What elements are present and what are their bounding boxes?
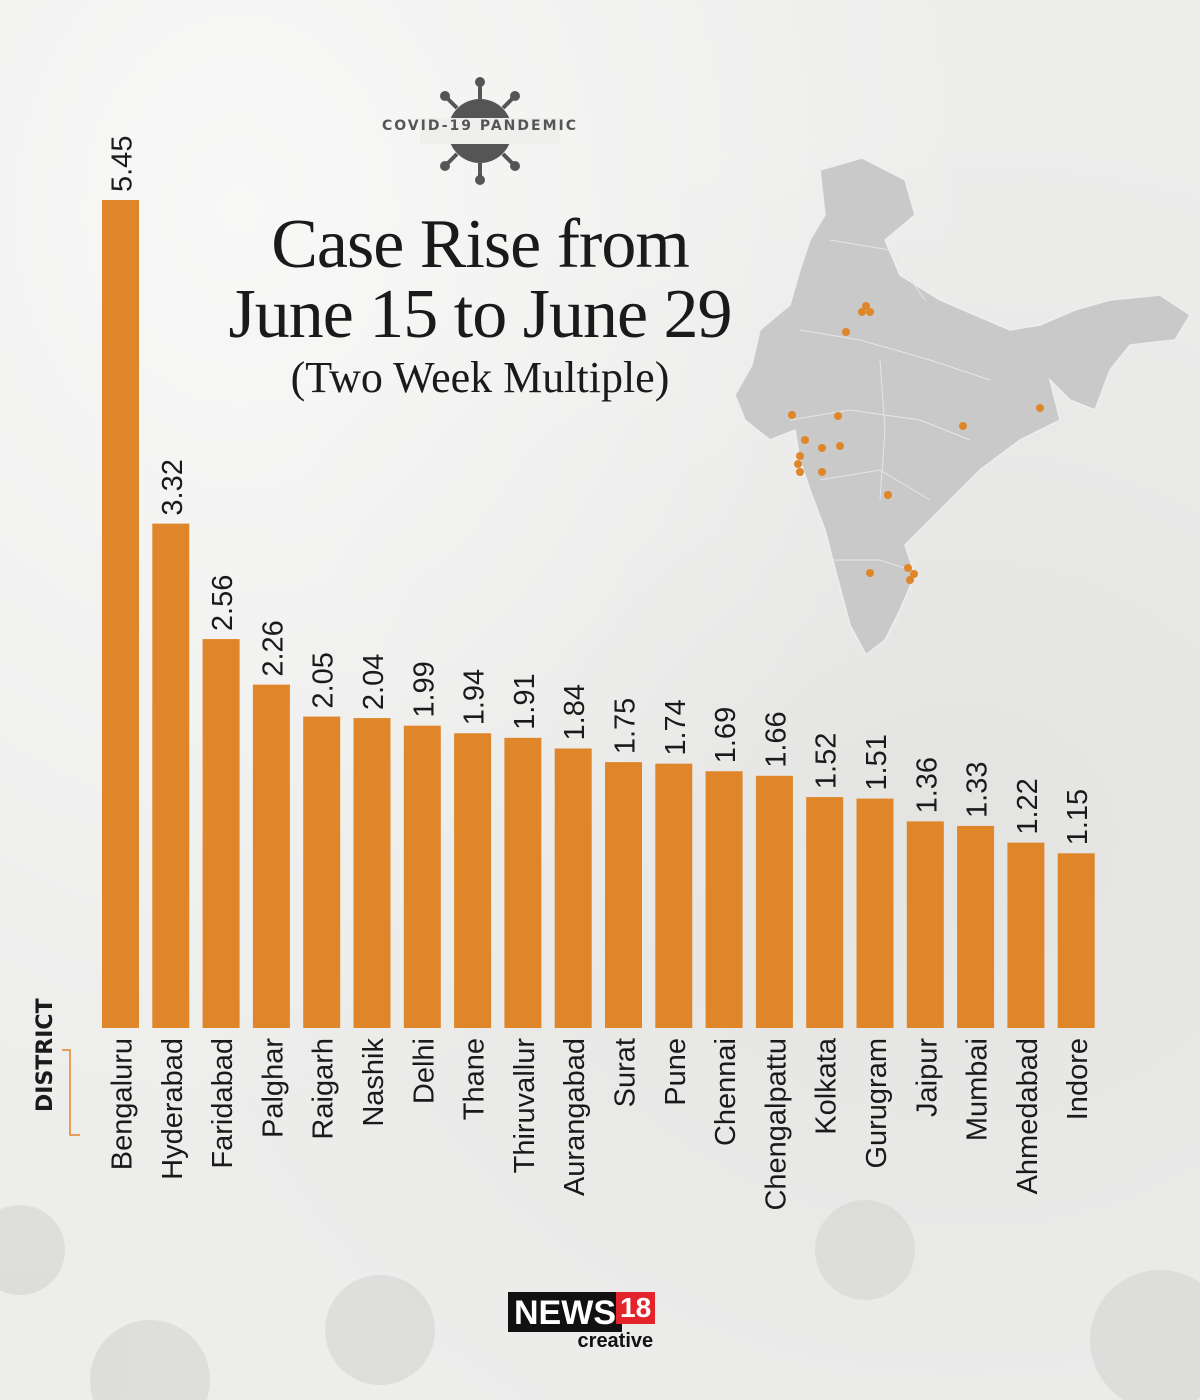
value-label: 1.94 [459, 669, 491, 725]
value-label: 1.69 [710, 707, 742, 763]
value-label: 3.32 [157, 459, 189, 515]
bar-delhi [403, 725, 441, 1028]
value-label: 1.51 [861, 734, 893, 790]
bar-pune [655, 763, 693, 1028]
bar-jaipur [906, 821, 944, 1028]
value-label: 1.91 [509, 673, 541, 729]
faded-virus-icon [1090, 1270, 1200, 1400]
bar-indore [1057, 853, 1095, 1028]
category-label: Faridabad [207, 1038, 239, 1169]
category-label: Palghar [257, 1038, 289, 1138]
bar-thiruvallur [504, 737, 542, 1028]
title-line-2: June 15 to June 29 [228, 276, 732, 353]
faded-virus-icon [815, 1200, 915, 1300]
bar-nashik [353, 718, 391, 1028]
value-label: 1.52 [811, 733, 843, 789]
bar-hyderabad [152, 523, 190, 1028]
value-label: 2.26 [257, 620, 289, 676]
title-line-1: Case Rise from [271, 206, 690, 283]
chart-subtitle: (Two Week Multiple) [290, 353, 670, 402]
value-label: 1.99 [408, 661, 440, 717]
value-label: 1.22 [1012, 778, 1044, 834]
bar-bengaluru [102, 200, 139, 1028]
category-label: Aurangabad [559, 1038, 591, 1196]
category-label: Jaipur [911, 1038, 943, 1117]
x-axis-title: DISTRICT [33, 998, 58, 1112]
value-label: 1.15 [1062, 789, 1094, 845]
category-label: Chengalpattu [760, 1038, 792, 1211]
bar-kolkata [806, 797, 844, 1028]
category-label: Nashik [358, 1038, 390, 1127]
category-label: Kolkata [811, 1037, 843, 1135]
value-label: 1.74 [660, 699, 692, 755]
bar-thane [454, 733, 492, 1028]
category-label: Raigarh [308, 1038, 340, 1140]
category-label: Bengaluru [107, 1038, 139, 1170]
category-label: Ahmedabad [1012, 1038, 1044, 1194]
district-dots [788, 302, 1044, 584]
faded-virus-icon [325, 1275, 435, 1385]
value-label: 1.66 [760, 711, 792, 767]
bar-surat [605, 762, 642, 1028]
category-label: Delhi [408, 1038, 440, 1104]
value-label: 5.45 [107, 136, 139, 192]
value-label: 1.75 [610, 698, 642, 754]
logo-news: NEWS [508, 1292, 622, 1332]
category-label: Surat [610, 1038, 642, 1107]
bar-mumbai [957, 825, 995, 1028]
bar-palghar [252, 684, 290, 1028]
value-label: 1.36 [911, 757, 943, 813]
category-label: Gurugram [861, 1038, 893, 1169]
bar-ahmedabad [1007, 842, 1045, 1028]
bar-aurangabad [554, 748, 592, 1028]
bar-gurugram [856, 798, 894, 1028]
bar-faridabad [202, 639, 240, 1028]
value-label: 2.05 [308, 652, 340, 708]
value-label: 1.84 [559, 684, 591, 740]
faded-virus-icon [0, 1205, 65, 1295]
axis-bracket [62, 1049, 80, 1136]
virus-icon [420, 77, 560, 185]
category-label: Hyderabad [157, 1038, 189, 1180]
value-label: 1.33 [962, 761, 994, 817]
category-label: Chennai [710, 1038, 742, 1146]
value-label: 2.56 [207, 575, 239, 631]
logo-number: 18 [616, 1292, 656, 1324]
chart-title: Case Rise from June 15 to June 29 (Two W… [160, 210, 800, 400]
category-label: Mumbai [962, 1038, 994, 1141]
category-label: Thiruvallur [509, 1038, 541, 1174]
news18-logo: NEWS 18 creative [508, 1292, 656, 1353]
bar-chengalpattu [755, 775, 793, 1028]
category-label: Indore [1062, 1038, 1094, 1120]
bar-chennai [705, 771, 743, 1028]
faded-virus-icon [90, 1320, 210, 1400]
bar-raigarh [303, 716, 341, 1028]
category-label: Thane [459, 1038, 491, 1120]
category-label: Pune [660, 1038, 692, 1106]
logo-tagline: creative [577, 1330, 654, 1352]
kicker-label: COVID-19 PANDEMIC [381, 118, 579, 134]
value-label: 2.04 [358, 654, 390, 710]
